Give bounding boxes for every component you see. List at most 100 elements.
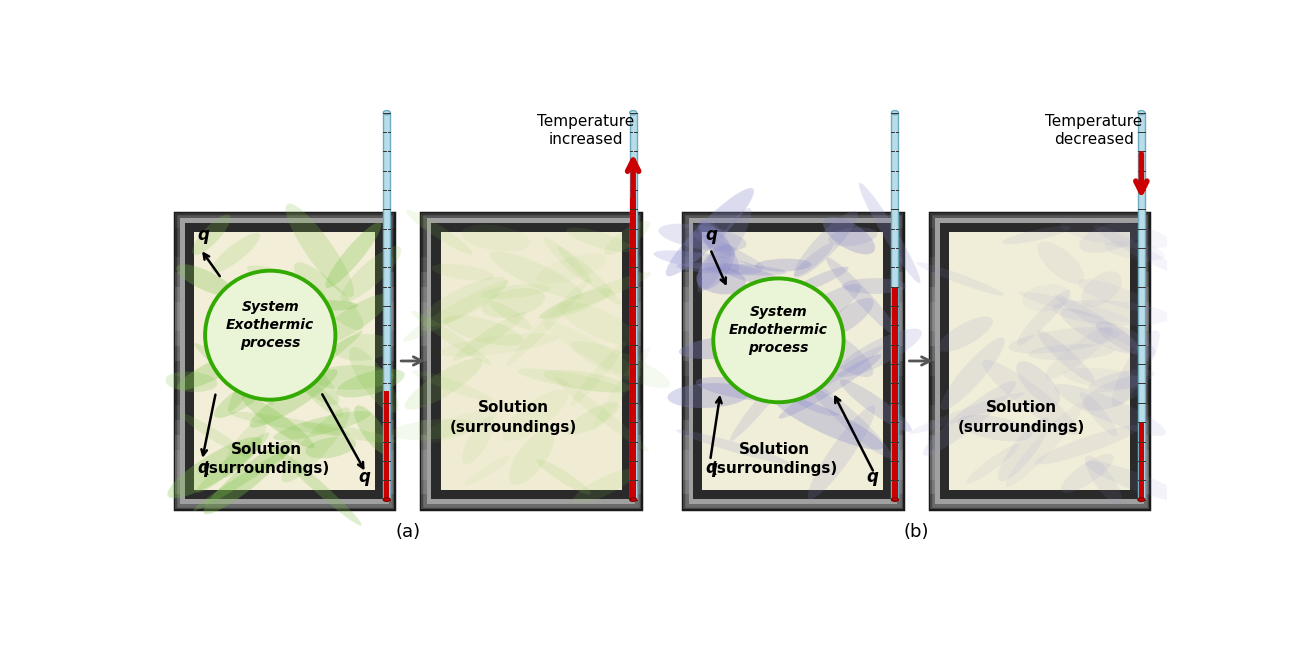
Ellipse shape (824, 298, 874, 337)
Bar (684, 257, 902, 272)
Bar (421, 406, 641, 421)
Ellipse shape (714, 278, 844, 402)
Ellipse shape (658, 224, 746, 251)
Ellipse shape (801, 328, 836, 364)
Text: q: q (198, 226, 209, 244)
Bar (421, 213, 641, 509)
Ellipse shape (1005, 403, 1083, 487)
Text: Solution
(surroundings): Solution (surroundings) (450, 400, 577, 435)
Ellipse shape (462, 225, 530, 252)
Bar (930, 213, 1149, 509)
Ellipse shape (836, 329, 922, 377)
Ellipse shape (1009, 327, 1119, 354)
Ellipse shape (667, 383, 749, 408)
Bar (421, 421, 641, 435)
Ellipse shape (227, 313, 294, 412)
Ellipse shape (604, 221, 650, 255)
Ellipse shape (177, 347, 256, 390)
Bar (176, 421, 394, 435)
Ellipse shape (391, 419, 477, 440)
Bar (684, 376, 902, 391)
Ellipse shape (679, 335, 780, 359)
Ellipse shape (697, 244, 734, 290)
Bar (421, 480, 641, 495)
Ellipse shape (1054, 294, 1145, 351)
Ellipse shape (194, 445, 296, 511)
Ellipse shape (439, 333, 558, 356)
Ellipse shape (294, 263, 364, 330)
Text: Temperature
decreased: Temperature decreased (1045, 114, 1143, 148)
Text: Temperature
increased: Temperature increased (537, 114, 634, 148)
Bar (930, 332, 1149, 346)
Ellipse shape (536, 254, 607, 283)
Ellipse shape (230, 411, 351, 436)
Ellipse shape (432, 264, 494, 281)
Bar (930, 361, 1149, 376)
Bar (426, 218, 636, 504)
Bar (684, 332, 902, 346)
Ellipse shape (1138, 111, 1145, 115)
Bar (176, 302, 394, 317)
Bar (176, 213, 394, 228)
Ellipse shape (538, 272, 651, 319)
Ellipse shape (503, 389, 568, 441)
Ellipse shape (481, 284, 550, 299)
Ellipse shape (1035, 425, 1140, 465)
Ellipse shape (242, 395, 315, 448)
Ellipse shape (779, 354, 881, 419)
Ellipse shape (1037, 330, 1095, 383)
Bar (684, 227, 902, 242)
Ellipse shape (573, 469, 637, 504)
Bar (176, 495, 394, 509)
Ellipse shape (482, 288, 545, 318)
Ellipse shape (842, 278, 906, 294)
Text: Solution
(surroundings): Solution (surroundings) (203, 441, 330, 476)
Ellipse shape (556, 246, 621, 305)
Ellipse shape (316, 294, 390, 345)
Bar (630, 198, 636, 500)
Ellipse shape (776, 377, 842, 416)
Ellipse shape (179, 413, 250, 458)
Bar (684, 287, 902, 302)
Ellipse shape (489, 301, 533, 330)
Ellipse shape (892, 111, 898, 115)
Ellipse shape (698, 219, 732, 258)
Ellipse shape (543, 237, 592, 284)
Bar (684, 465, 902, 480)
Ellipse shape (892, 498, 898, 501)
Ellipse shape (983, 360, 1079, 435)
Ellipse shape (325, 222, 381, 288)
Bar (384, 112, 390, 500)
Ellipse shape (302, 380, 343, 417)
Ellipse shape (555, 377, 649, 452)
Bar (684, 361, 902, 376)
Ellipse shape (654, 250, 762, 274)
Text: q: q (706, 459, 718, 477)
Ellipse shape (750, 334, 814, 358)
Bar (949, 232, 1130, 490)
Ellipse shape (827, 257, 900, 337)
Ellipse shape (282, 296, 330, 321)
Bar (421, 376, 641, 391)
Ellipse shape (463, 417, 494, 464)
Ellipse shape (966, 444, 1019, 484)
Ellipse shape (1052, 300, 1170, 326)
Ellipse shape (242, 296, 337, 354)
Ellipse shape (909, 392, 1024, 434)
Bar (176, 480, 394, 495)
Ellipse shape (464, 456, 511, 486)
Ellipse shape (1063, 368, 1148, 389)
Bar (930, 272, 1149, 287)
Bar (181, 218, 389, 504)
Ellipse shape (937, 317, 993, 352)
Ellipse shape (697, 266, 746, 294)
Bar (684, 302, 902, 317)
Ellipse shape (1002, 226, 1070, 244)
Ellipse shape (403, 280, 510, 341)
Bar (689, 218, 897, 504)
Ellipse shape (540, 289, 612, 320)
Ellipse shape (1061, 308, 1139, 354)
Ellipse shape (177, 265, 234, 296)
Bar (441, 232, 621, 490)
Bar (176, 287, 394, 302)
